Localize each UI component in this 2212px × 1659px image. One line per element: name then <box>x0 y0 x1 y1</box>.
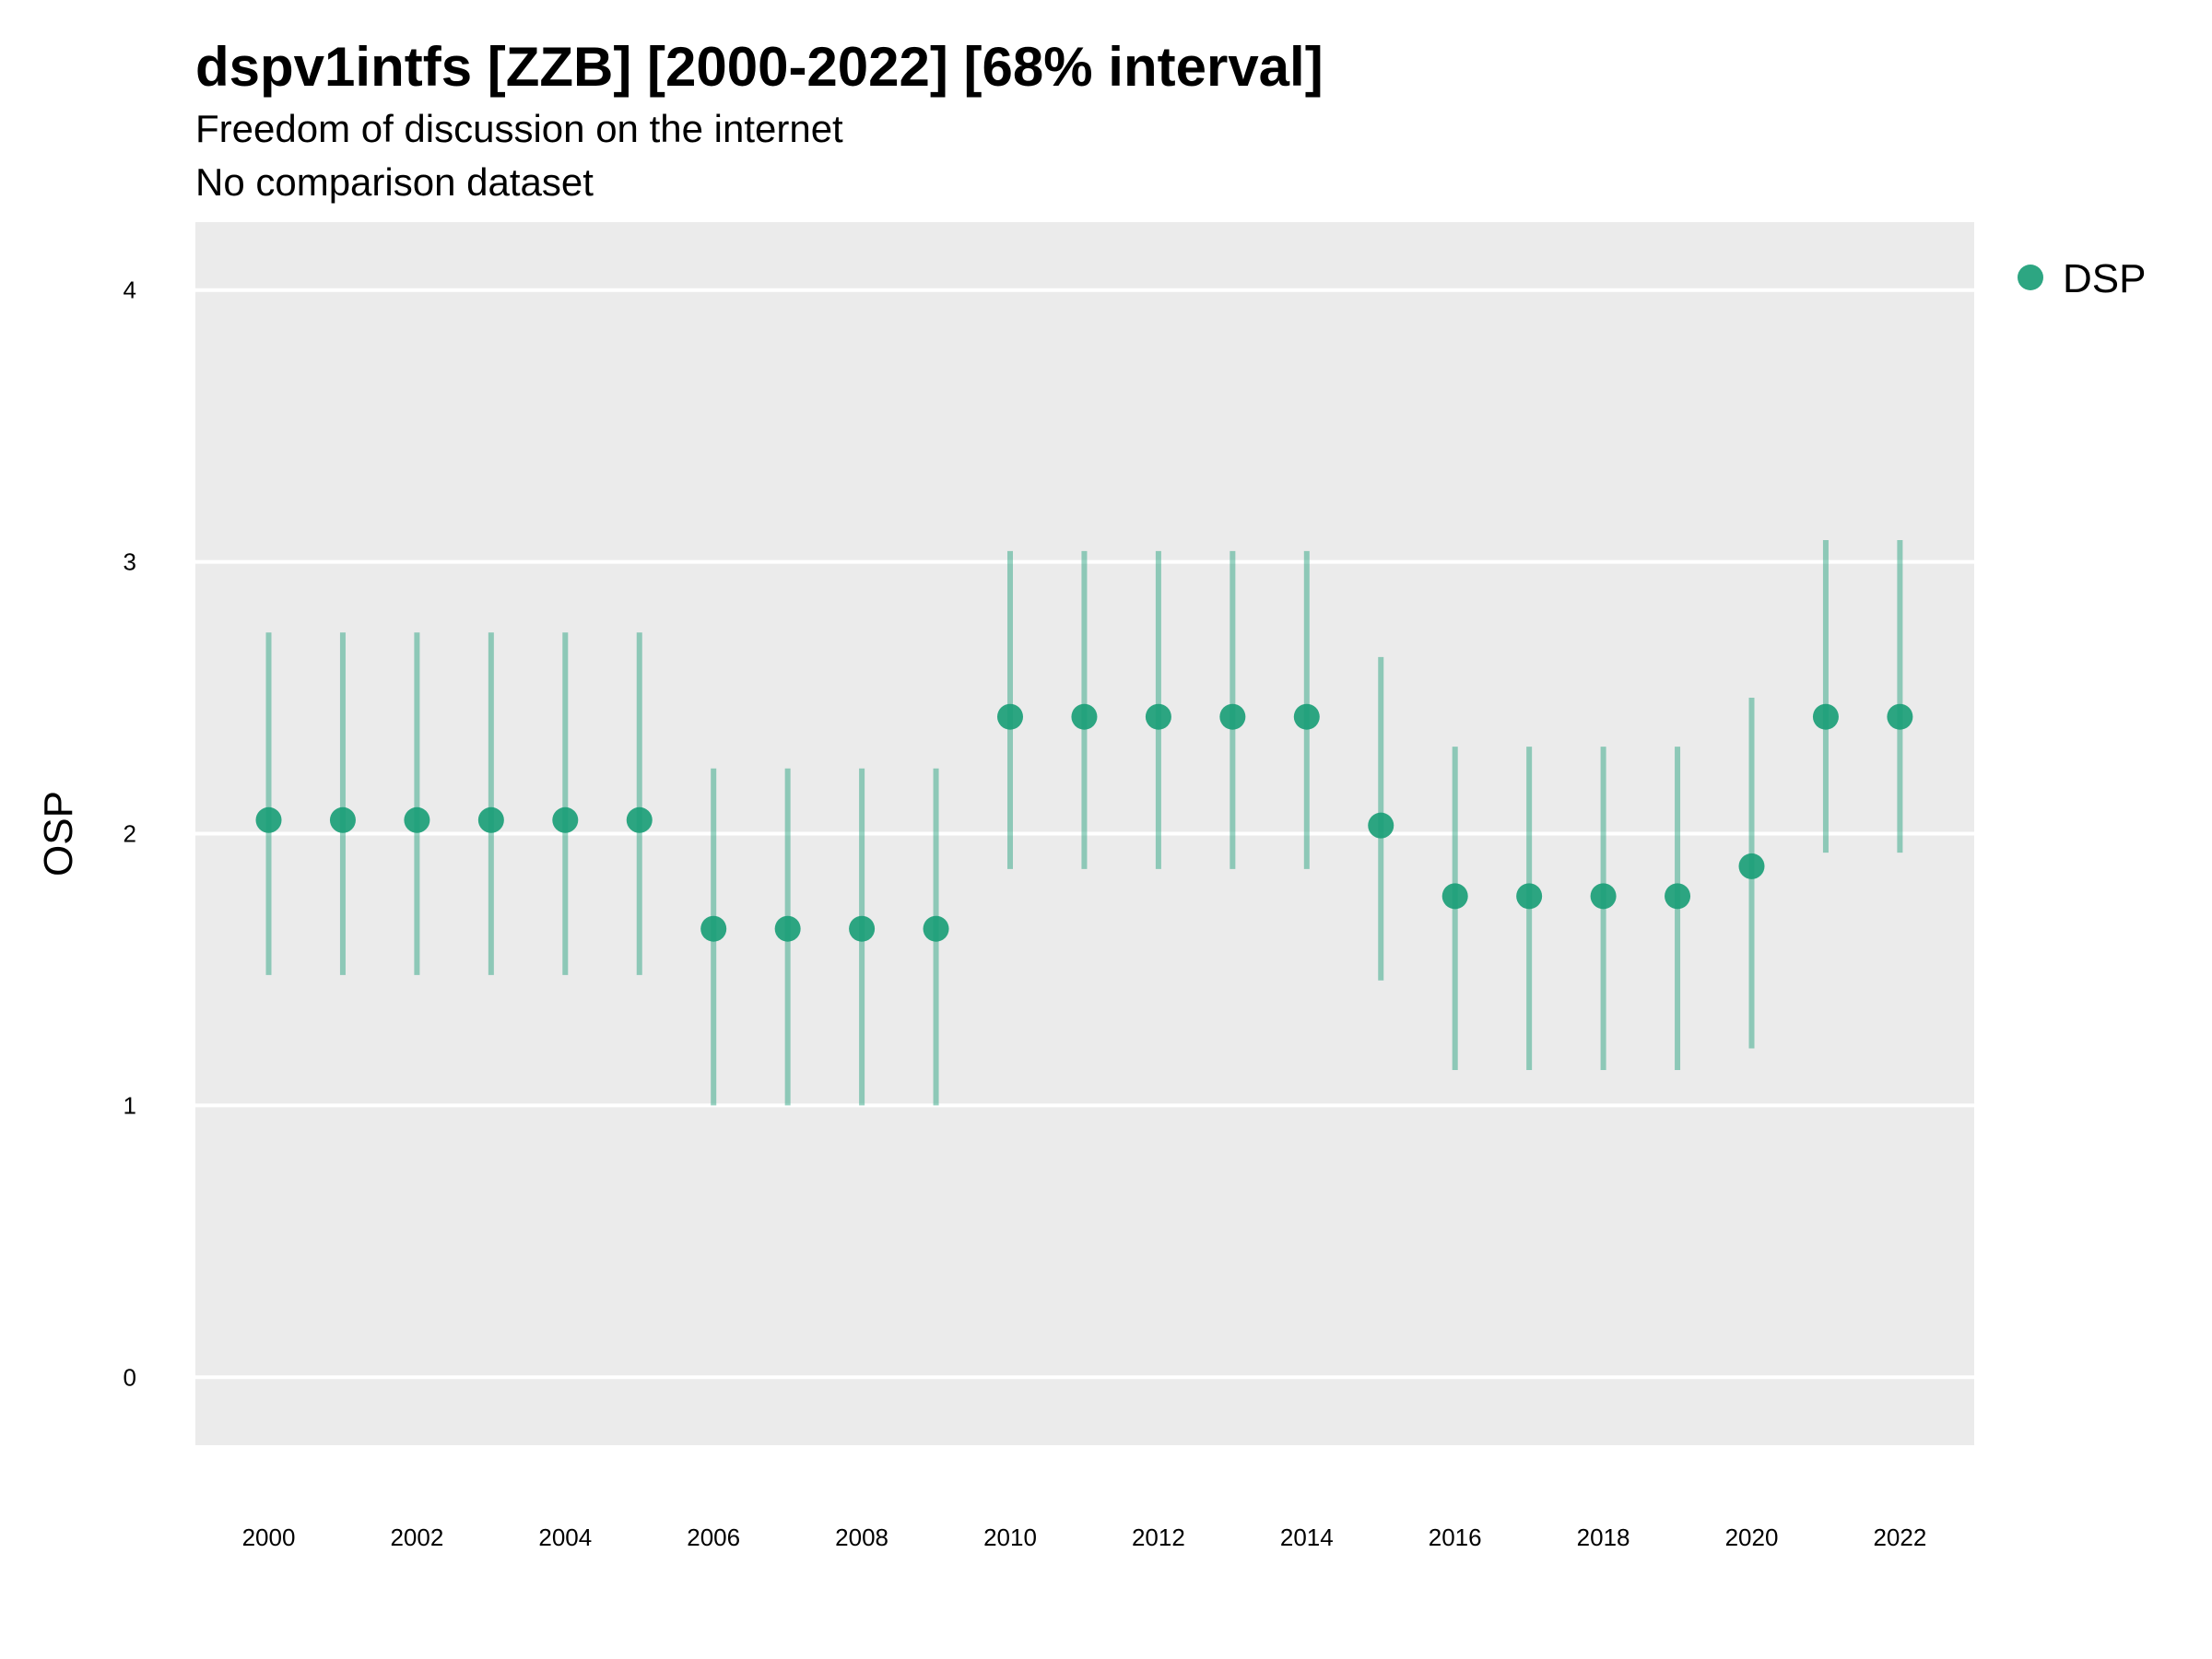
y-tick-label: 1 <box>124 1091 136 1119</box>
point-2021 <box>1812 703 1839 730</box>
point-2002 <box>404 806 430 833</box>
point-2010 <box>997 703 1023 730</box>
point-2003 <box>477 806 504 833</box>
chart-caption: No comparison dataset <box>195 160 594 204</box>
chart-title: dspv1intfs [ZZB] [2000-2022] [68% interv… <box>195 36 1324 98</box>
x-tick-label: 2002 <box>390 1524 443 1551</box>
point-2004 <box>552 806 579 833</box>
y-axis-ticks: 0 1 2 3 4 <box>124 276 136 1392</box>
x-tick-label: 2014 <box>1280 1524 1334 1551</box>
point-2022 <box>1887 703 1913 730</box>
point-2019 <box>1665 883 1691 910</box>
legend[interactable]: DSP <box>2018 256 2146 301</box>
x-axis-ticks: 2000 2002 2004 2006 2008 2010 2012 2014 2016 2018… <box>242 1524 1927 1551</box>
point-2000 <box>255 806 282 833</box>
legend-marker-dsp <box>2018 265 2043 290</box>
point-2012 <box>1145 703 1171 730</box>
x-tick-label: 2010 <box>983 1524 1037 1551</box>
point-2006 <box>700 915 727 942</box>
chart-subtitle: Freedom of discussion on the internet <box>195 107 843 150</box>
point-layer <box>255 703 1913 942</box>
point-2005 <box>626 806 653 833</box>
y-tick-label: 0 <box>124 1363 136 1391</box>
point-2013 <box>1219 703 1246 730</box>
y-tick-label: 4 <box>124 276 136 304</box>
x-tick-label: 2018 <box>1577 1524 1630 1551</box>
point-2015 <box>1368 812 1394 839</box>
point-2011 <box>1071 703 1098 730</box>
y-tick-label: 3 <box>124 548 136 576</box>
x-tick-label: 2004 <box>538 1524 592 1551</box>
x-tick-label: 2012 <box>1132 1524 1185 1551</box>
point-2008 <box>849 915 876 942</box>
point-2014 <box>1293 703 1320 730</box>
y-axis-label: OSP <box>36 791 81 877</box>
point-2016 <box>1441 883 1468 910</box>
point-2001 <box>329 806 356 833</box>
x-tick-label: 2006 <box>687 1524 740 1551</box>
legend-label-dsp: DSP <box>2063 256 2146 301</box>
grid-layer <box>195 288 1974 1380</box>
y-tick-label: 2 <box>124 820 136 848</box>
point-2007 <box>774 915 801 942</box>
point-2020 <box>1738 853 1765 879</box>
point-2017 <box>1516 883 1543 910</box>
x-tick-label: 2000 <box>242 1524 296 1551</box>
point-2009 <box>923 915 949 942</box>
x-tick-label: 2022 <box>1873 1524 1926 1551</box>
x-tick-label: 2020 <box>1725 1524 1779 1551</box>
x-tick-label: 2008 <box>835 1524 888 1551</box>
point-2018 <box>1590 883 1617 910</box>
x-tick-label: 2016 <box>1429 1524 1482 1551</box>
